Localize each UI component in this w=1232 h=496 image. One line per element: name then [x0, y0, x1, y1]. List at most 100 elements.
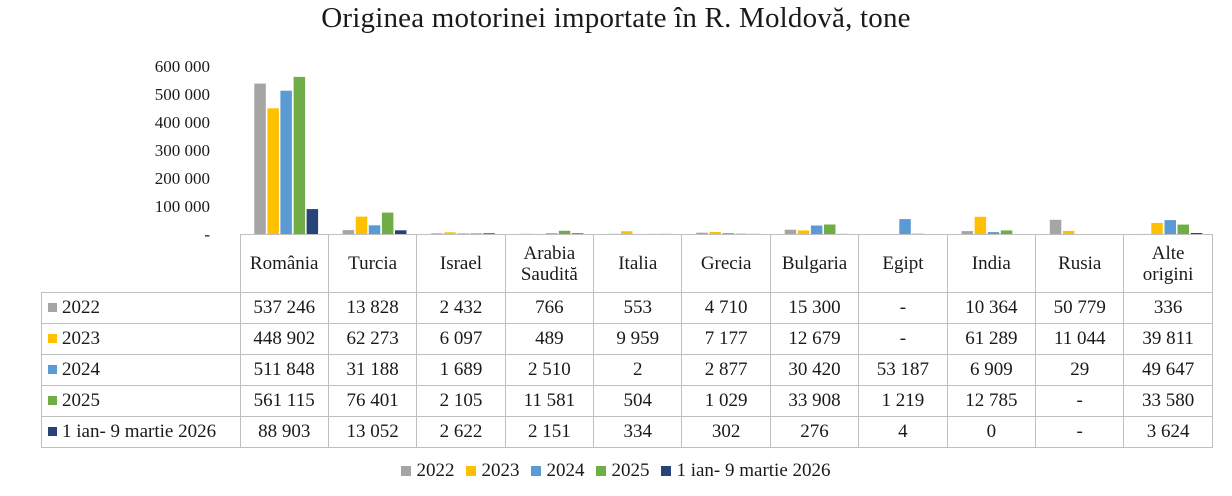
y-tick-label: 400 000 [155, 113, 210, 132]
data-cell: 9 959 [594, 324, 682, 355]
bar [1151, 223, 1163, 234]
data-cell: 49 647 [1124, 355, 1212, 386]
data-cell: - [859, 324, 947, 355]
data-cell: 2 [594, 355, 682, 386]
data-cell: 1 219 [859, 386, 947, 417]
data-cell: 53 187 [859, 355, 947, 386]
legend-swatch [661, 466, 671, 476]
data-cell: 15 300 [770, 293, 858, 324]
bar [975, 217, 987, 234]
data-cell: 4 [859, 417, 947, 448]
plot-area: -100 000200 000300 000400 000500 000600 … [0, 0, 1232, 240]
series-swatch [48, 303, 57, 312]
legend-item: 1 ian- 9 martie 2026 [661, 460, 830, 482]
legend-item: 2023 [466, 460, 519, 482]
data-cell: 31 188 [328, 355, 416, 386]
legend-swatch [596, 466, 606, 476]
data-cell: 33 580 [1124, 386, 1212, 417]
series-name: 1 ian- 9 martie 2026 [62, 421, 216, 442]
legend-item: 2025 [596, 460, 649, 482]
legend-swatch [531, 466, 541, 476]
bar [899, 219, 911, 234]
category-header: Rusia [1036, 235, 1124, 293]
data-cell: 6 097 [417, 324, 505, 355]
series-label: 1 ian- 9 martie 2026 [42, 417, 241, 448]
category-header: India [947, 235, 1035, 293]
y-tick-label: 500 000 [155, 85, 210, 104]
legend-swatch [466, 466, 476, 476]
table-row: 2024 511 848 31 188 1 689 2 510 2 2 877 30 420 5… [42, 355, 1213, 386]
data-cell: 2 432 [417, 293, 505, 324]
series-swatch [48, 365, 57, 374]
series-name: 2025 [62, 390, 100, 411]
data-cell: 30 420 [770, 355, 858, 386]
bar [1178, 225, 1190, 234]
data-cell: 3 624 [1124, 417, 1212, 448]
bar [267, 108, 279, 234]
category-header: Italia [594, 235, 682, 293]
data-cell: 4 710 [682, 293, 770, 324]
legend-label: 1 ian- 9 martie 2026 [676, 460, 830, 481]
bar [824, 225, 836, 235]
series-swatch [48, 427, 57, 436]
data-cell: 504 [594, 386, 682, 417]
bar [382, 213, 394, 234]
bar [356, 217, 368, 234]
data-cell: 13 052 [328, 417, 416, 448]
category-header: Arabia Saudită [505, 235, 593, 293]
y-axis: -100 000200 000300 000400 000500 000600 … [155, 57, 211, 240]
data-cell: 29 [1036, 355, 1124, 386]
data-cell: 302 [682, 417, 770, 448]
legend-label: 2024 [546, 460, 584, 481]
data-cell: 537 246 [240, 293, 328, 324]
data-cell: 88 903 [240, 417, 328, 448]
legend-label: 2023 [481, 460, 519, 481]
data-cell: 1 029 [682, 386, 770, 417]
table-header-row: România Turcia Israel Arabia Saudită Italia G… [42, 235, 1213, 293]
bar [1165, 220, 1177, 234]
data-cell: 6 909 [947, 355, 1035, 386]
series-name: 2024 [62, 359, 100, 380]
table-row: 2025 561 115 76 401 2 105 11 581 504 1 029 33 9… [42, 386, 1213, 417]
y-tick-label: 100 000 [155, 197, 210, 216]
bar [369, 225, 381, 234]
data-cell: 334 [594, 417, 682, 448]
bar [254, 84, 265, 234]
data-cell: 39 811 [1124, 324, 1212, 355]
data-cell: 1 689 [417, 355, 505, 386]
series-swatch [48, 334, 57, 343]
data-cell: 0 [947, 417, 1035, 448]
table-row: 2022 537 246 13 828 2 432 766 553 4 710 15 300-… [42, 293, 1213, 324]
legend-swatch [401, 466, 411, 476]
table-row: 2023 448 902 62 273 6 097 489 9 959 7 177 12 67… [42, 324, 1213, 355]
data-cell: 10 364 [947, 293, 1035, 324]
y-tick-label: 200 000 [155, 169, 210, 188]
category-header: Egipt [859, 235, 947, 293]
bars [254, 77, 1202, 234]
legend-label: 2022 [416, 460, 454, 481]
data-cell: 2 151 [505, 417, 593, 448]
data-table: România Turcia Israel Arabia Saudită Italia G… [41, 234, 1213, 448]
series-label: 2022 [42, 293, 241, 324]
data-cell: 336 [1124, 293, 1212, 324]
data-cell: 13 828 [328, 293, 416, 324]
data-cell: 12 785 [947, 386, 1035, 417]
data-cell: 12 679 [770, 324, 858, 355]
data-cell: 489 [505, 324, 593, 355]
series-label: 2023 [42, 324, 241, 355]
data-cell: 511 848 [240, 355, 328, 386]
series-label: 2025 [42, 386, 241, 417]
category-header: Israel [417, 235, 505, 293]
category-header: Bulgaria [770, 235, 858, 293]
bar [307, 209, 319, 234]
data-cell: 2 105 [417, 386, 505, 417]
data-cell: 62 273 [328, 324, 416, 355]
legend-item: 2024 [531, 460, 584, 482]
data-cell: 11 044 [1036, 324, 1124, 355]
legend: 2022 2023 2024 2025 1 ian- 9 martie 2026 [0, 460, 1232, 482]
series-label: 2024 [42, 355, 241, 386]
data-cell: - [859, 293, 947, 324]
data-cell: 11 581 [505, 386, 593, 417]
y-tick-label: 300 000 [155, 141, 210, 160]
data-cell: 2 877 [682, 355, 770, 386]
